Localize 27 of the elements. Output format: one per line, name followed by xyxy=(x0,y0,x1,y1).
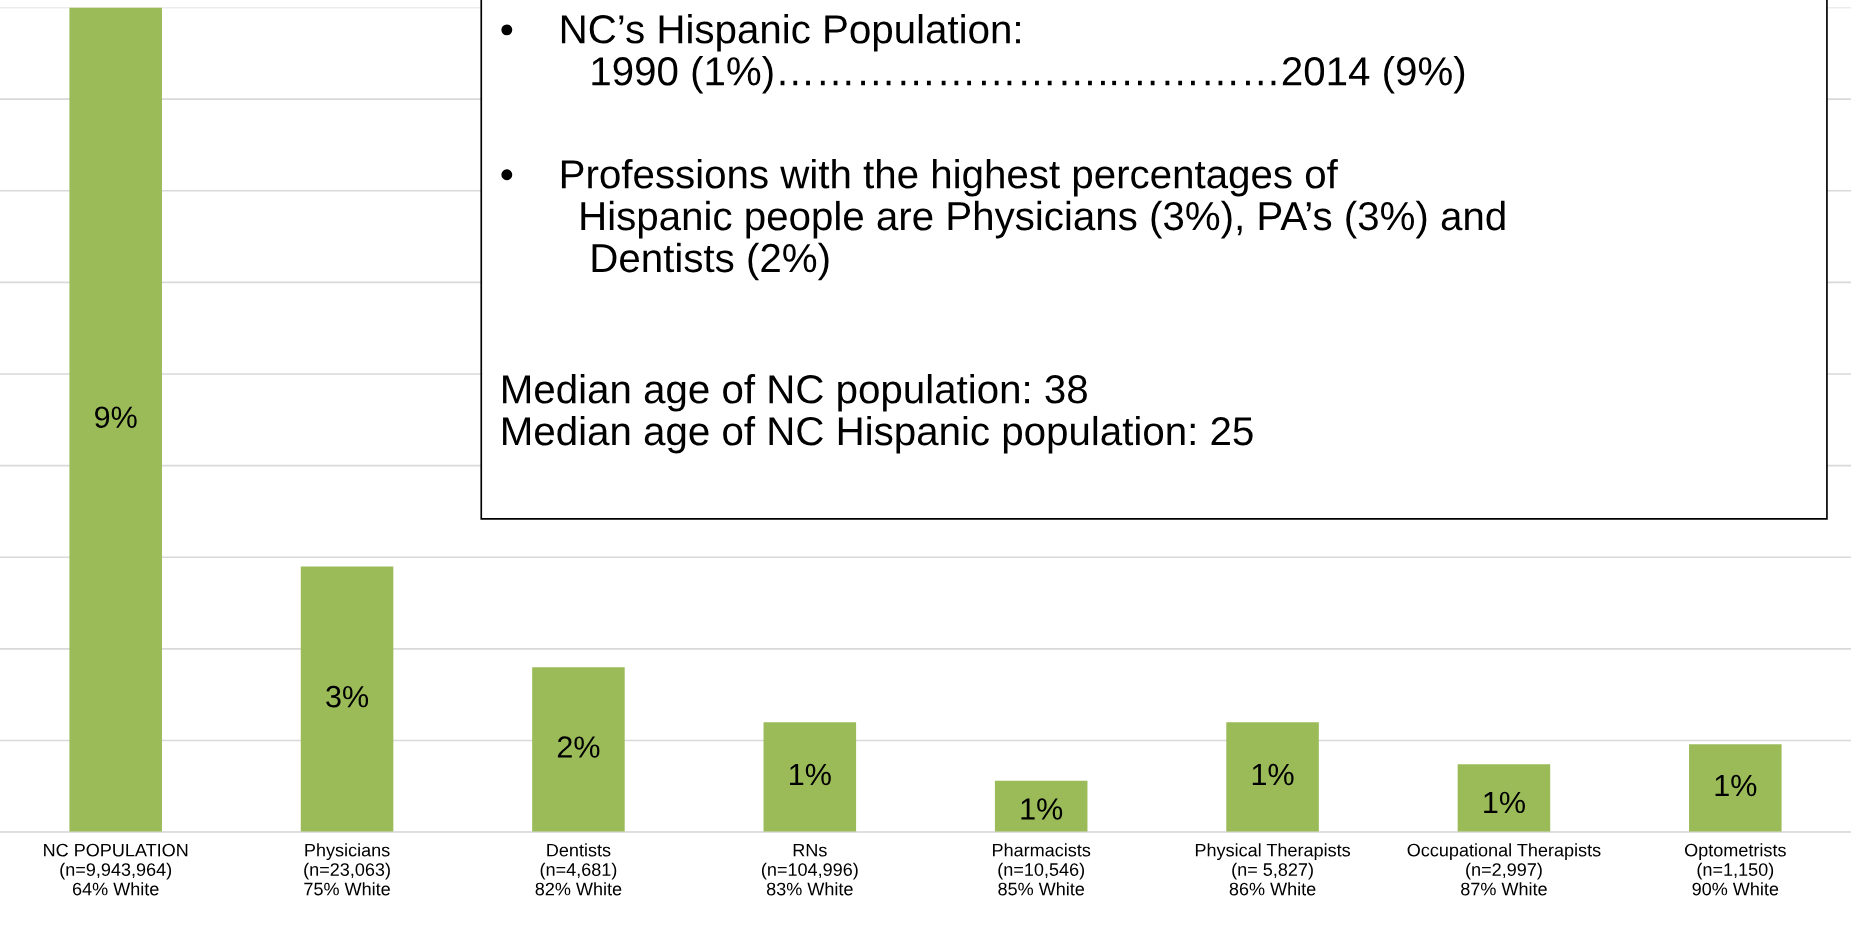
x-tick-label: Optometrists (n=1,150) 90% White xyxy=(1685,843,1786,896)
data-label: 1% xyxy=(1715,774,1757,797)
annotation: Median age of NC population: 38 Median age of NC Hispanic population: 25 xyxy=(503,374,1253,454)
x-tick-label: Pharmacists (n=10,546) 85% White xyxy=(993,843,1091,896)
bar xyxy=(300,566,394,833)
bar xyxy=(69,7,162,833)
x-tick-label: Dentists (n=4,681) 82% White xyxy=(535,843,622,896)
x-tick-label: Occupational Therapists (n=2,997) 87% White xyxy=(1407,843,1601,896)
annotation: • Professions with the highest percentages of Hispanic people are Physicians (3%), PA’s (3%) and Dentists (2%) xyxy=(501,158,1505,281)
x-tick-label: NC POPULATION (n=9,943,964) 64% White xyxy=(44,843,188,896)
data-label: 9% xyxy=(95,406,137,429)
data-label: 1% xyxy=(1252,763,1294,786)
annotation: • NC’s Hispanic Population: 1990 (1%)……………………..…………2014 (9%) xyxy=(501,14,1465,94)
x-tick-label: Physicians (n=23,063) 75% White xyxy=(304,843,390,896)
data-label: 1% xyxy=(1484,791,1525,814)
data-label: 2% xyxy=(557,736,600,758)
bar xyxy=(532,667,625,833)
data-label: 1% xyxy=(1021,798,1063,820)
x-tick-label: Physical Therapists (n= 5,827) 86% White xyxy=(1195,843,1351,896)
bar xyxy=(1689,744,1782,833)
bar xyxy=(1226,722,1319,833)
data-label: 1% xyxy=(790,763,831,786)
bar xyxy=(1457,764,1551,833)
data-label: 3% xyxy=(326,685,369,708)
x-tick-label: RNs (n=104,996) 83% White xyxy=(762,843,858,896)
bar xyxy=(763,722,857,833)
bar xyxy=(994,780,1088,833)
